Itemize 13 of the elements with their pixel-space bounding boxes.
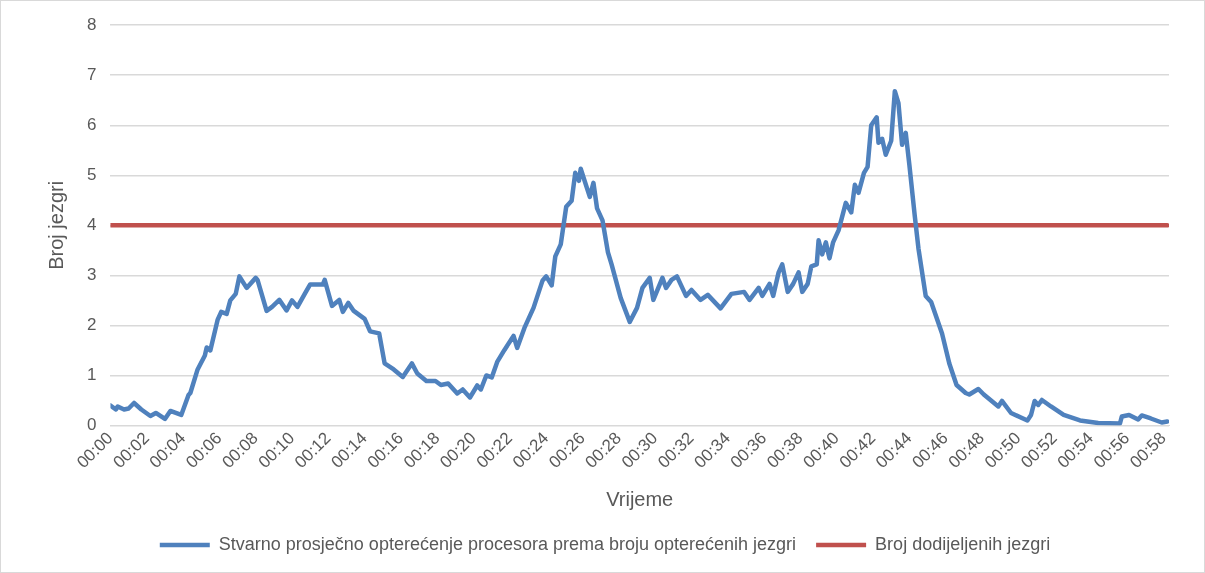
y-tick-label: 5	[86, 165, 97, 184]
y-tick-label: 2	[86, 315, 97, 335]
x-axis-title: Vrijeme	[606, 487, 674, 510]
y-tick-label: 1	[86, 365, 97, 385]
y-tick-label: 3	[86, 265, 97, 285]
y-tick-label: 8	[86, 14, 97, 34]
legend-label: Broj dodijeljenih jezgri	[875, 533, 1051, 554]
y-axis-title: Broj jezgri	[44, 180, 67, 270]
y-tick-label: 7	[86, 64, 97, 84]
y-tick-label: 4	[86, 215, 97, 235]
y-tick-label: 6	[86, 114, 97, 134]
y-tick-label: 0	[86, 415, 97, 435]
legend-label: Stvarno prosječno opterećenje procesora prema broju opterećenih jezgri	[218, 533, 797, 554]
